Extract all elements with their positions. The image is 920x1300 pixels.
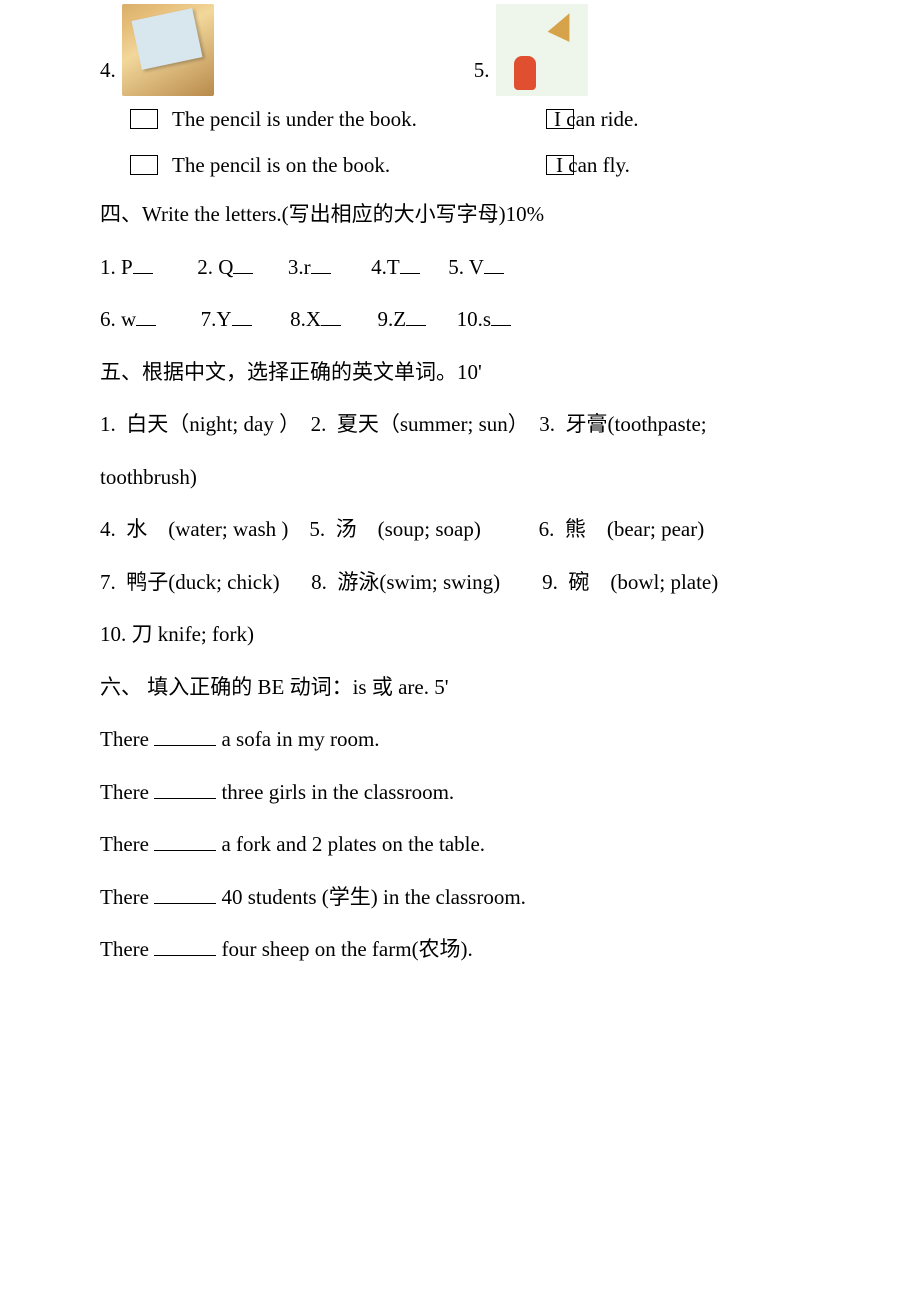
sentence-post: four sheep on the farm(农场). [216,937,473,961]
worksheet-page: 4. 5. The pencil is under the book. I ca… [0,0,920,1016]
section5-line1: 1. 白天（night; day ） 2. 夏天（summer; sun） 3.… [100,398,820,451]
q5-option-b-wrap: I can fly. [530,142,630,188]
q4q5-options-row2: The pencil is on the book. I can fly. [100,142,820,188]
blank-input[interactable] [154,934,216,956]
section5-line3: 7. 鸭子(duck; chick) 8. 游泳(swim; swing) 9.… [100,556,820,609]
section5-title: 五、根据中文，选择正确的英文单词。10' [100,346,820,399]
blank-input[interactable] [154,882,216,904]
q4-q5-image-row: 4. 5. [100,4,820,96]
section6-item-3: There a fork and 2 plates on the table. [100,818,820,871]
q4-option-a-text: The pencil is under the book. [172,96,417,142]
section6-item-2: There three girls in the classroom. [100,766,820,819]
letter-item: 6. w [100,307,136,331]
section5-line2: 4. 水 (water; wash ) 5. 汤 (soup; soap) 6.… [100,503,820,556]
q5-number: 5. [474,44,496,97]
sentence-post: a fork and 2 plates on the table. [216,832,485,856]
letter-item: 5. V [448,255,484,279]
letter-item: 3.r [288,255,311,279]
sentence-pre: There [100,832,154,856]
blank-input[interactable] [406,304,426,326]
letter-item: 1. P [100,255,133,279]
section6-item-4: There 40 students (学生) in the classroom. [100,871,820,924]
book-image [122,4,214,96]
blank-input[interactable] [154,829,216,851]
sentence-pre: There [100,780,154,804]
checkbox-icon[interactable] [546,109,574,129]
section4-row2: 6. w 7.Y 8.X 9.Z 10.s [100,293,820,346]
checkbox-icon[interactable] [130,155,158,175]
checkbox-icon[interactable] [130,109,158,129]
letter-item: 2. Q [197,255,233,279]
letter-item: 7.Y [201,307,232,331]
q5-option-b[interactable]: I can fly. [546,142,630,188]
q4-option-a[interactable]: The pencil is under the book. [130,96,530,142]
letter-item: 4.T [371,255,400,279]
blank-input[interactable] [484,252,504,274]
q4-number: 4. [100,44,122,97]
q4q5-options-row1: The pencil is under the book. I can ride… [100,96,820,142]
sentence-post: three girls in the classroom. [216,780,454,804]
section4-title: 四、Write the letters.(写出相应的大小写字母)10% [100,188,820,241]
q5-option-a-wrap: I can ride. [530,96,639,142]
sentence-post: 40 students (学生) in the classroom. [216,885,526,909]
letter-item: 8.X [290,307,321,331]
section6-item-1: There a sofa in my room. [100,713,820,766]
blank-input[interactable] [400,252,420,274]
sentence-pre: There [100,937,154,961]
q4-option-b[interactable]: The pencil is on the book. [130,142,530,188]
blank-input[interactable] [491,304,511,326]
blank-input[interactable] [154,724,216,746]
blank-input[interactable] [232,304,252,326]
section6-title: 六、 填入正确的 BE 动词：is 或 are. 5' [100,661,820,714]
section5-line1b: toothbrush) [100,451,820,504]
blank-input[interactable] [133,252,153,274]
letter-item: 10.s [457,307,491,331]
blank-input[interactable] [154,777,216,799]
blank-input[interactable] [321,304,341,326]
blank-input[interactable] [136,304,156,326]
q4-option-b-wrap: The pencil is on the book. [100,142,530,188]
kite-image [496,4,588,96]
sentence-post: a sofa in my room. [216,727,379,751]
sentence-pre: There [100,885,154,909]
q4-option-a-wrap: The pencil is under the book. [100,96,530,142]
blank-input[interactable] [311,252,331,274]
q5-option-a[interactable]: I can ride. [546,96,639,142]
q4-option-b-text: The pencil is on the book. [172,142,390,188]
checkbox-icon[interactable] [546,155,574,175]
section4-row1: 1. P 2. Q 3.r 4.T 5. V [100,241,820,294]
section5-line4: 10. 刀 knife; fork) [100,608,820,661]
sentence-pre: There [100,727,154,751]
letter-item: 9.Z [378,307,407,331]
blank-input[interactable] [233,252,253,274]
section6-item-5: There four sheep on the farm(农场). [100,923,820,976]
